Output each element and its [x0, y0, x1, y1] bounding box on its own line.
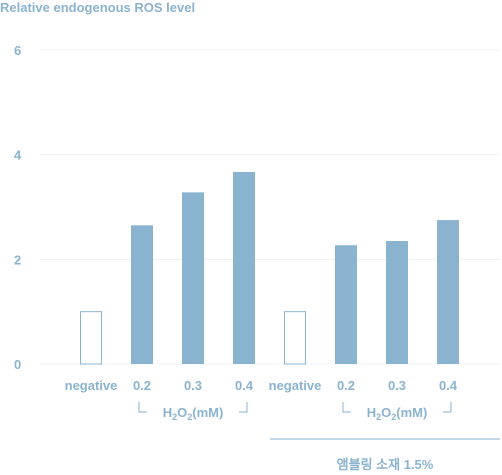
- bar-g1-0-3: [182, 192, 204, 364]
- x-tick-label-g2-3: 0.4: [439, 378, 458, 393]
- x-tick-label-g2-0: negative: [269, 378, 322, 393]
- y-tick-label-2: 4: [14, 148, 22, 163]
- group-label-1: H2O2(mM): [163, 405, 224, 422]
- y-axis-ticks: 0 2 4 6: [14, 43, 22, 372]
- x-tick-label-g1-1: 0.2: [133, 378, 151, 393]
- treatment-label: 앰블링 소재 1.5%: [337, 457, 434, 472]
- bars: [80, 171, 459, 365]
- bar-g1-0-2: [131, 225, 153, 364]
- group-bracket-right-2: [443, 402, 452, 413]
- grid-lines: [40, 49, 500, 365]
- group-labels: H2O2(mM) H2O2(mM): [138, 402, 452, 422]
- bar-g1-0-4: [233, 171, 255, 364]
- group-bracket-left-2: [342, 402, 351, 413]
- y-tick-label-1: 2: [14, 252, 21, 267]
- chart-title: Relative endogenous ROS level: [0, 0, 195, 15]
- x-tick-label-g1-0: negative: [65, 378, 118, 393]
- bar-g2-0-4: [437, 220, 459, 364]
- bar-g2-negative: [284, 311, 306, 365]
- group-label-2: H2O2(mM): [367, 405, 428, 422]
- y-tick-label-3: 6: [14, 43, 21, 58]
- bar-g2-0-3: [386, 241, 408, 364]
- x-tick-label-g1-3: 0.4: [235, 378, 254, 393]
- x-tick-label-g2-1: 0.2: [337, 378, 355, 393]
- x-tick-label-g2-2: 0.3: [388, 378, 406, 393]
- x-tick-label-g1-2: 0.3: [184, 378, 202, 393]
- bar-g2-0-2: [335, 245, 357, 364]
- group-bracket-right-1: [239, 402, 248, 413]
- group-bracket-left-1: [138, 402, 147, 413]
- y-tick-label-0: 0: [14, 357, 21, 372]
- bar-g1-negative: [80, 311, 102, 365]
- x-axis-ticks: negative 0.2 0.3 0.4 negative 0.2 0.3 0.4: [65, 378, 458, 393]
